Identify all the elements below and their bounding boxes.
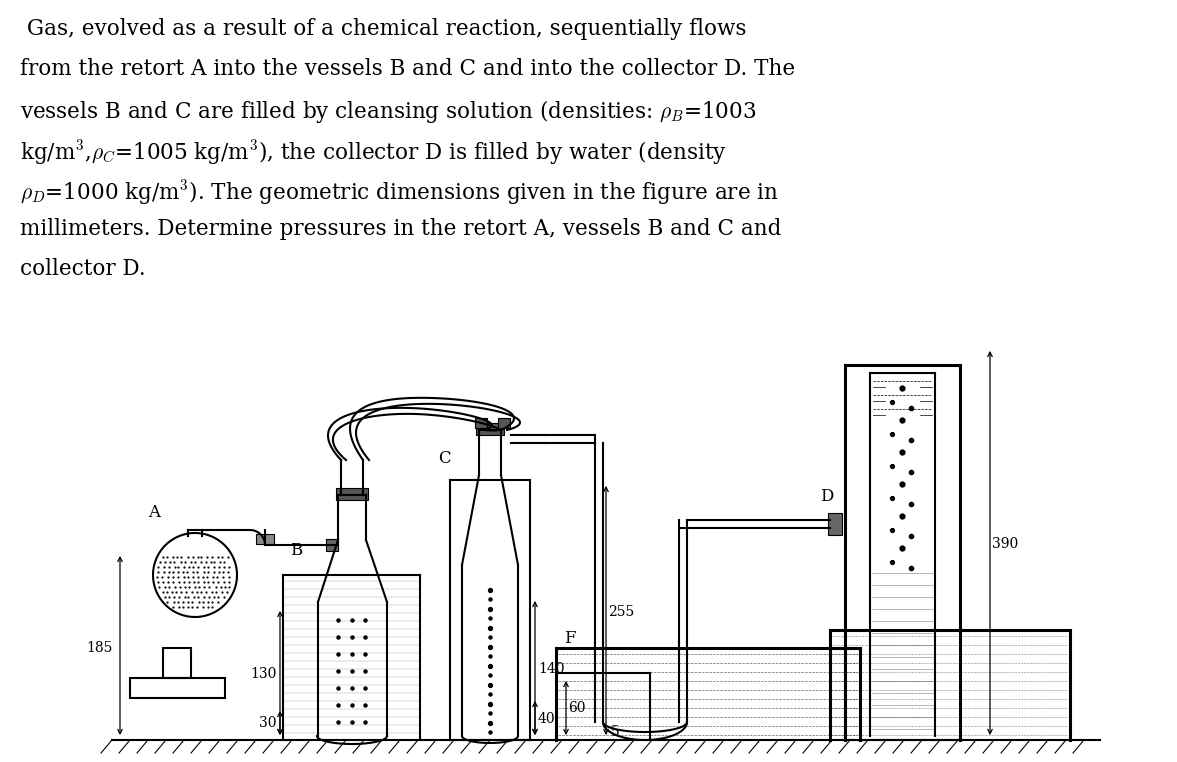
Text: 185: 185 bbox=[87, 641, 113, 655]
Text: 60: 60 bbox=[568, 701, 585, 715]
Text: 255: 255 bbox=[609, 605, 634, 619]
Text: D: D bbox=[820, 488, 833, 505]
Text: 130: 130 bbox=[251, 667, 277, 681]
Text: $\rho_D$=1000 kg/m$^3$). The geometric dimensions given in the figure are in: $\rho_D$=1000 kg/m$^3$). The geometric d… bbox=[20, 178, 779, 207]
Text: 30: 30 bbox=[259, 716, 277, 730]
Text: 390: 390 bbox=[992, 537, 1018, 551]
Text: collector D.: collector D. bbox=[20, 258, 146, 280]
Bar bbox=[129, 678, 225, 698]
Bar bbox=[827, 513, 842, 535]
Text: millimeters. Determine pressures in the retort A, vessels B and C and: millimeters. Determine pressures in the … bbox=[20, 218, 782, 240]
Bar bbox=[335, 488, 368, 500]
Text: C: C bbox=[438, 450, 451, 467]
Text: Gas, evolved as a result of a chemical reaction, sequentially flows: Gas, evolved as a result of a chemical r… bbox=[20, 18, 746, 40]
Text: B: B bbox=[290, 542, 302, 559]
Bar bbox=[476, 418, 487, 428]
Text: 140: 140 bbox=[538, 662, 565, 676]
Bar bbox=[162, 648, 191, 678]
Bar bbox=[257, 534, 274, 544]
Text: 5: 5 bbox=[611, 725, 620, 739]
Bar bbox=[326, 539, 338, 551]
Text: kg/m$^3$,$\rho_C$=1005 kg/m$^3$), the collector D is filled by water (density: kg/m$^3$,$\rho_C$=1005 kg/m$^3$), the co… bbox=[20, 138, 727, 167]
Text: from the retort A into the vessels B and C and into the collector D. The: from the retort A into the vessels B and… bbox=[20, 58, 796, 80]
Bar bbox=[476, 423, 504, 435]
Text: vessels B and C are filled by cleansing solution (densities: $\rho_B$=1003: vessels B and C are filled by cleansing … bbox=[20, 98, 757, 125]
Bar bbox=[498, 418, 510, 428]
Text: A: A bbox=[148, 504, 160, 521]
Text: F: F bbox=[564, 630, 576, 647]
Text: 40: 40 bbox=[538, 712, 556, 726]
